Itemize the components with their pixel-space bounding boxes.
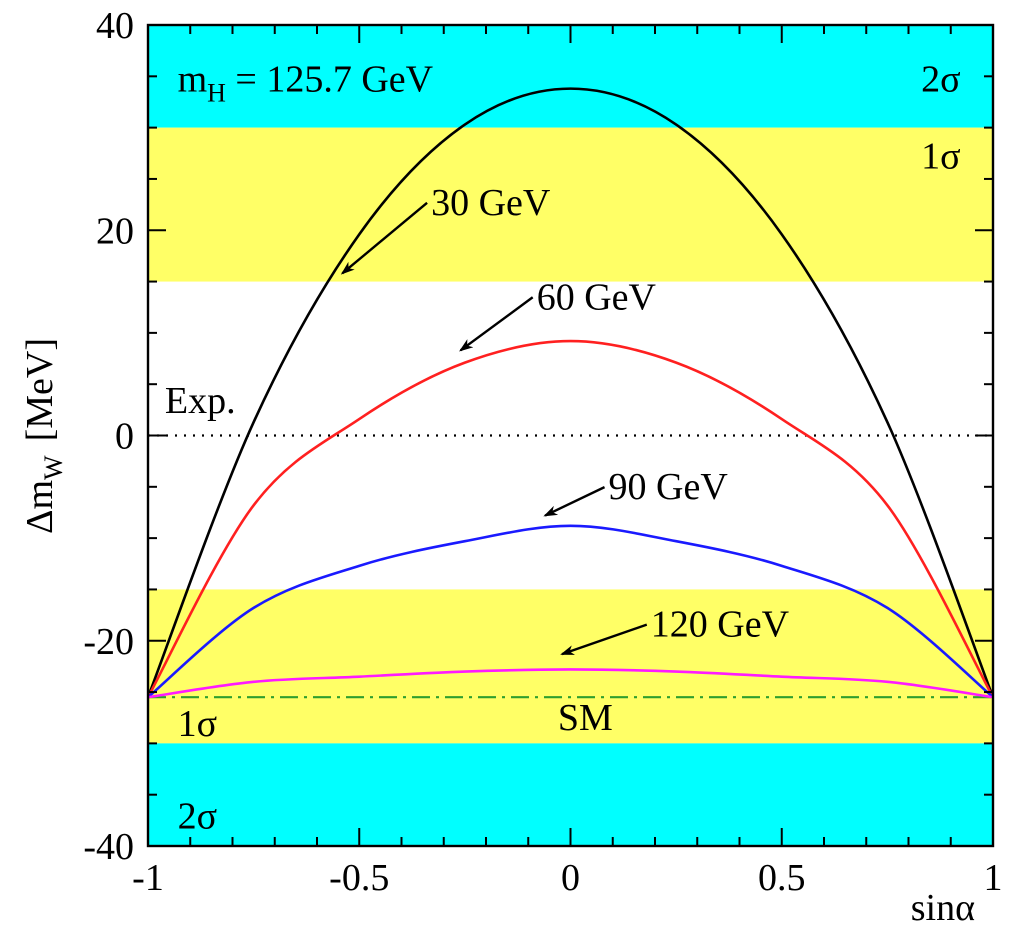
curves [148, 87, 993, 699]
band-label: 2σ [921, 59, 960, 101]
annotation-arrow [340, 201, 428, 275]
band-label: 1σ [921, 136, 960, 178]
annotation-120-gev: 120 GeV [651, 604, 790, 646]
annotation-sm: SM [558, 697, 613, 739]
band-2 [148, 127, 993, 282]
y-tick-label: -40 [83, 826, 134, 868]
series-line-90-gev [148, 524, 993, 699]
significance-bands [148, 25, 993, 846]
y-axis-title-unit: [MeV] [19, 338, 61, 441]
annotation-arrow [459, 296, 534, 352]
band-label: 1σ [178, 703, 217, 745]
y-axis-title: ΔmW [MeV] [19, 338, 68, 534]
annotation-30-gev: 30 GeV [431, 182, 551, 224]
annotation-arrow [560, 623, 648, 656]
y-tick-label: 0 [115, 416, 134, 458]
band-3 [148, 589, 993, 744]
x-tick-label: -0.5 [329, 857, 389, 899]
x-tick-label: 0 [561, 857, 580, 899]
y-tick-label: -20 [83, 621, 134, 663]
series-line-30-gev [148, 87, 993, 698]
y-tick-label: 20 [96, 210, 134, 252]
annotations: 2σ 1σ 1σ 2σ mH = 125.7 GeV 30 GeV 60 GeV 90 GeV… [165, 59, 961, 838]
annotation-90-gev: 90 GeV [609, 466, 729, 508]
band-label: 2σ [178, 796, 217, 838]
series-line-120-gev [148, 668, 993, 699]
x-axis-title: sinα [911, 887, 975, 929]
y-axis-title-sub: W [39, 455, 68, 480]
annotation-60-gev: 60 GeV [537, 276, 657, 318]
annotation-mh: mH = 125.7 GeV [178, 59, 434, 108]
y-tick-label: 40 [96, 5, 134, 47]
x-tick-label: 1 [984, 857, 1003, 899]
x-tick-label: -1 [132, 857, 164, 899]
axis-ticks: -1 -0.5 0 0.5 1 -40 -20 0 20 40 [83, 5, 1002, 899]
y-axis-title-main: Δm [19, 480, 61, 534]
annotation-arrow [543, 486, 606, 517]
series-line-60-gev [148, 339, 993, 698]
x-tick-label: 0.5 [758, 857, 806, 899]
annotation-exp-: Exp. [165, 380, 236, 422]
reference-lines [148, 434, 993, 699]
